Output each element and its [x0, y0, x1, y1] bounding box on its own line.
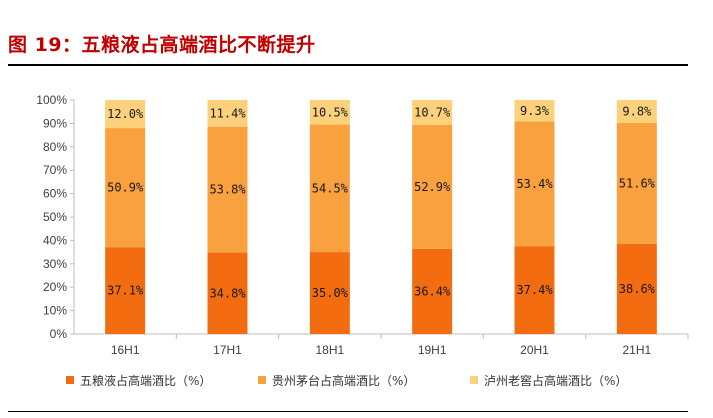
x-tick-label: 19H1: [418, 343, 447, 357]
x-tick-label: 16H1: [111, 343, 140, 357]
y-tick-label: 60%: [43, 187, 67, 201]
y-tick-label: 90%: [43, 116, 67, 130]
data-label: 36.4%: [414, 284, 451, 298]
bar-segment: [105, 128, 146, 248]
data-label: 34.8%: [209, 286, 246, 300]
x-tick-label: 18H1: [315, 343, 344, 357]
bar-segment: [412, 100, 453, 126]
data-label: 54.5%: [312, 181, 349, 195]
data-label: 9.8%: [622, 104, 652, 118]
data-label: 9.3%: [520, 104, 550, 118]
bar-segment: [412, 248, 453, 334]
bottom-divider: [8, 411, 688, 412]
bar-segment: [207, 252, 248, 334]
y-tick-label: 40%: [43, 233, 67, 247]
x-tick-label: 20H1: [520, 343, 549, 357]
bar-segment: [207, 100, 248, 127]
y-tick-label: 100%: [36, 93, 67, 107]
bar-segment: [105, 247, 146, 334]
data-label: 37.1%: [107, 284, 144, 298]
y-tick-label: 80%: [43, 140, 67, 154]
data-label: 37.4%: [516, 283, 553, 297]
data-label: 35.0%: [312, 286, 349, 300]
x-tick-label: 17H1: [213, 343, 242, 357]
legend-swatch: [66, 376, 74, 384]
legend-entry: 贵州茅台占高端酒比（%）: [272, 373, 415, 388]
bar-segment: [514, 246, 555, 334]
legend-swatch: [258, 376, 266, 384]
legend-entry: 泸州老窖占高端酒比（%）: [484, 373, 627, 388]
x-tick-label: 21H1: [622, 343, 651, 357]
bar-segment: [616, 100, 657, 123]
bar-segment: [207, 126, 248, 253]
bar-segment: [514, 100, 555, 122]
y-tick-label: 20%: [43, 280, 67, 294]
legend-entry: 五粮液占高端酒比（%）: [80, 373, 211, 388]
data-label: 50.9%: [107, 181, 144, 195]
figure-title: 图 19：五粮液占高端酒比不断提升: [8, 34, 316, 56]
title-divider: [8, 64, 688, 66]
data-label: 53.8%: [209, 183, 246, 197]
bar-segment: [105, 100, 146, 129]
bar-segment: [616, 243, 657, 334]
y-tick-label: 10%: [43, 304, 67, 318]
bar-segment: [616, 122, 657, 244]
data-label: 12.0%: [107, 107, 144, 121]
bar-segment: [309, 252, 350, 334]
y-tick-label: 30%: [43, 257, 67, 271]
data-label: 11.4%: [209, 106, 246, 120]
bar-segment: [412, 125, 453, 249]
bar-segment: [309, 124, 350, 253]
data-label: 51.6%: [619, 176, 656, 190]
bar-segment: [514, 121, 555, 247]
data-label: 53.4%: [516, 177, 553, 191]
y-tick-label: 70%: [43, 163, 67, 177]
data-label: 10.7%: [414, 106, 451, 120]
y-tick-label: 0%: [50, 327, 68, 341]
y-tick-label: 50%: [43, 210, 67, 224]
data-label: 52.9%: [414, 180, 451, 194]
data-label: 38.6%: [619, 282, 656, 296]
bar-segment: [309, 100, 350, 125]
legend-swatch: [470, 376, 478, 384]
data-label: 10.5%: [312, 105, 349, 119]
